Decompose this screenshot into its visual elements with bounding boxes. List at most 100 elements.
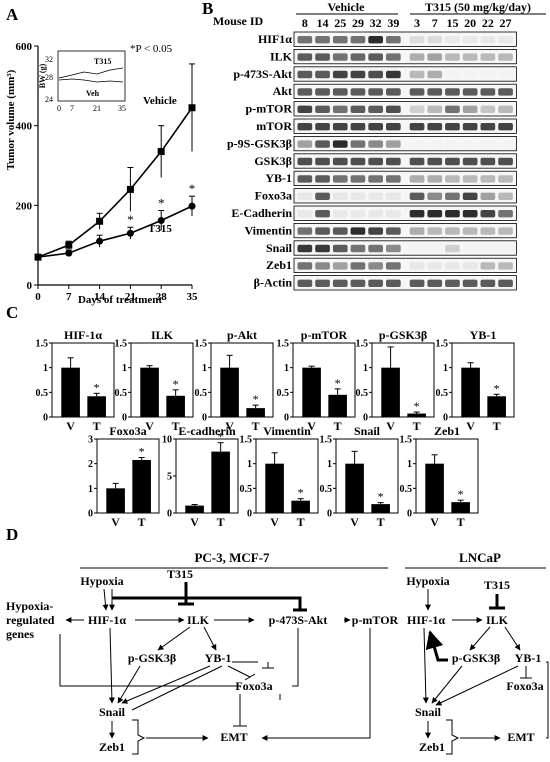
blot-band — [480, 70, 496, 79]
blot-band — [498, 192, 513, 200]
bar-V — [265, 463, 284, 513]
blot-row-label: Vimentin — [244, 223, 292, 237]
blot-band — [350, 70, 366, 79]
panel-b-letter: B — [202, 0, 213, 18]
blot-band — [386, 123, 401, 131]
bar-ytick-label: 1 — [327, 459, 332, 470]
left-foxo: Foxo3a — [235, 679, 272, 693]
left-pmtor: p-mTOR — [352, 613, 399, 627]
blot-band — [332, 105, 348, 113]
blot-band — [498, 175, 513, 183]
blot-band — [462, 105, 478, 113]
bar-significance-star: * — [494, 381, 500, 395]
blot-band — [445, 279, 460, 287]
mouse-id-25: 25 — [334, 16, 346, 30]
blot-band — [350, 88, 366, 96]
bar-chart-title: Foxo3a — [109, 424, 146, 438]
blot-band — [480, 140, 496, 148]
blot-band — [427, 192, 443, 200]
blot-band — [498, 227, 513, 235]
blot-band — [386, 157, 401, 166]
bar-chart-zeb1: Zeb1 0 0.5 1 1.5 V T * — [400, 424, 479, 529]
blot-band — [462, 279, 478, 287]
blot-strip — [293, 153, 517, 169]
blot-band — [480, 244, 496, 253]
bar-ytick-label: 1.5 — [195, 339, 208, 350]
blot-band — [498, 105, 513, 113]
bar-xlabel: T — [138, 515, 146, 529]
blot-band — [368, 279, 383, 287]
panel-c-bar-charts: HIF-1α 0 0.5 1 1.5 V T * ILK 0 0.5 1 1.5 V T * p-Akt 0 0.5… — [36, 328, 515, 529]
inset-ytick-28: 28 — [45, 73, 53, 82]
blot-row-label: Foxo3a — [255, 189, 292, 203]
blot-band — [409, 262, 425, 270]
bar-V — [220, 367, 239, 417]
blot-band — [445, 227, 460, 235]
blot-band — [480, 175, 496, 183]
bar-chart-frame — [130, 342, 194, 418]
bar-T — [166, 395, 185, 417]
bar-significance-star: * — [335, 376, 341, 390]
bar-ytick-label: 0.5 — [115, 388, 128, 399]
blot-strip — [293, 101, 517, 117]
right-snail: Snail — [415, 705, 442, 719]
right-zeb1: Zeb1 — [419, 740, 445, 754]
blot-band — [445, 244, 460, 253]
panel-a-series-line — [37, 205, 193, 258]
blot-band — [315, 279, 330, 287]
blot-band — [297, 36, 313, 44]
blot-band — [409, 70, 425, 79]
left-snail: Snail — [99, 705, 126, 719]
bar-ytick-label: 1.5 — [277, 339, 290, 350]
blot-band — [480, 210, 496, 218]
bar-chart-title: p-GSK3β — [379, 328, 427, 342]
bar-ytick-label: 0.5 — [195, 388, 208, 399]
bar-T — [487, 396, 506, 417]
blot-band — [386, 140, 401, 148]
bar-ytick-label: 1 — [443, 363, 448, 374]
blot-band — [445, 70, 460, 79]
blot-band — [498, 262, 513, 270]
blot-band — [445, 105, 460, 113]
mouse-id-15: 15 — [446, 16, 458, 30]
bar-V — [461, 367, 480, 417]
blot-band — [409, 279, 425, 287]
blot-band — [462, 192, 478, 200]
bar-chart-title: Vimentin — [263, 424, 311, 438]
bar-chart-frame — [51, 342, 115, 418]
bar-T — [87, 396, 106, 417]
blot-band — [480, 262, 496, 270]
blot-band — [427, 262, 443, 270]
left-t315: T315 — [167, 567, 193, 581]
blot-band — [332, 88, 348, 96]
panel-a-point-vehicle — [126, 185, 134, 193]
blot-band — [332, 262, 348, 270]
panel-a-xtick-label: 21 — [125, 291, 136, 303]
blot-strip — [293, 188, 517, 204]
panel-a-point-vehicle — [157, 148, 165, 156]
bar-xlabel: V — [145, 419, 154, 433]
bar-ytick-label: 3 — [88, 435, 93, 446]
blot-row-label: β-Actin — [254, 276, 293, 290]
blot-band — [427, 157, 443, 166]
blot-band — [297, 262, 313, 270]
blot-band — [498, 53, 513, 61]
bar-ytick-label: 1.5 — [400, 435, 413, 446]
mouse-id-label: Mouse ID — [213, 14, 264, 28]
left-pakt: p-473S-Akt — [269, 613, 328, 627]
bar-xlabel: V — [466, 419, 475, 433]
bar-significance-star: * — [253, 392, 259, 406]
blot-row-label: Snail — [266, 241, 293, 255]
bar-chart-frame — [96, 438, 160, 514]
blot-band — [462, 123, 478, 131]
bar-chart-snail: Snail 0 0.5 1 1.5 V T * — [320, 424, 399, 529]
bar-chart-frame — [451, 342, 515, 418]
panel-a-t315-label: T315 — [148, 223, 172, 235]
blot-band — [315, 157, 330, 166]
blot-band — [332, 36, 348, 44]
bar-ytick-label: 1.5 — [356, 339, 369, 350]
bar-xlabel: T — [377, 515, 385, 529]
blot-band — [350, 36, 366, 44]
blot-band — [350, 105, 366, 113]
